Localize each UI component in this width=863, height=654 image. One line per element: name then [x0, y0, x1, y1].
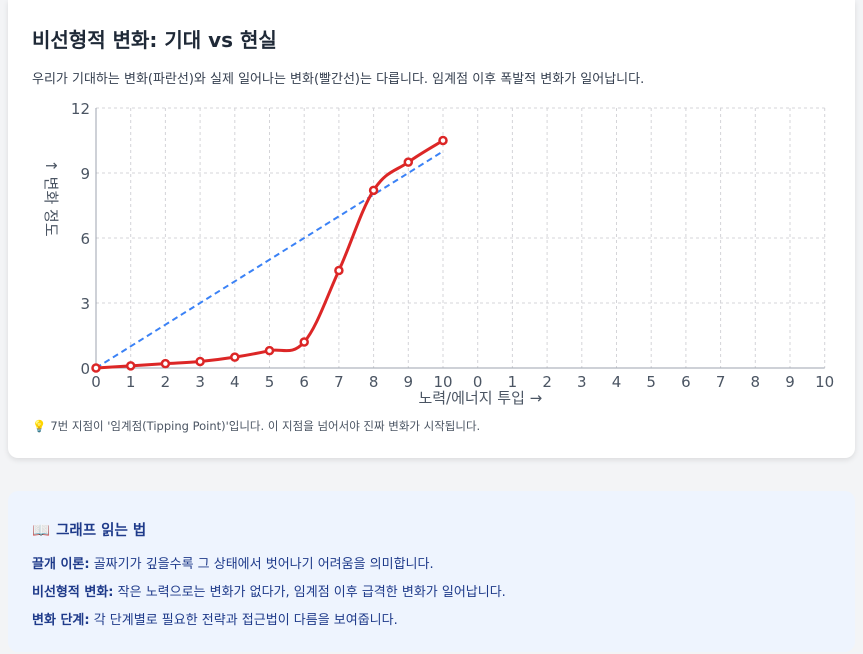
guide-desc: 작은 노력으로는 변화가 없다가, 임계점 이후 급격한 변화가 일어납니다.	[117, 585, 506, 600]
open-book-icon: 📖	[32, 523, 51, 539]
y-tick-label: 3	[80, 295, 90, 313]
x-tick-label: 10	[433, 373, 452, 391]
x-tick-label: 6	[681, 373, 691, 391]
guide-term: 비선형적 변화:	[32, 585, 114, 600]
guide-desc: 각 단계별로 필요한 전략과 접근법이 다름을 보여줍니다.	[93, 613, 398, 628]
actual-change-point	[160, 358, 171, 369]
actual-change-point	[299, 337, 309, 347]
x-tick-label: 1	[508, 373, 518, 391]
guide-desc: 골짜기가 깊을수록 그 상태에서 벗어나기 어려움을 의미합니다.	[93, 557, 434, 572]
actual-change-point	[195, 356, 205, 367]
x-tick-label: 4	[612, 373, 622, 391]
x-tick-label: 6	[299, 373, 309, 391]
actual-change-point	[403, 157, 414, 167]
actual-change-point	[438, 135, 448, 146]
tipping-point-note: 💡 7번 지점이 '임계점(Tipping Point)'입니다. 이 지점을 넘…	[32, 418, 480, 434]
guide-term: 변화 단계:	[32, 613, 90, 628]
actual-change-point	[230, 352, 240, 362]
chart-card: 비선형적 변화: 기대 vs 현실 우리가 기대하는 변화(파란선)와 실제 일…	[8, 0, 855, 458]
y-tick-label: 6	[80, 230, 90, 248]
x-tick-label: 3	[195, 373, 205, 391]
page-subtitle: 우리가 기대하는 변화(파란선)와 실제 일어나는 변화(빨간선)는 다릅니다.…	[32, 72, 645, 87]
page-title: 비선형적 변화: 기대 vs 현실	[32, 28, 277, 52]
guide-item-attractor: 끌개 이론: 골짜기가 깊을수록 그 상태에서 벗어나기 어려움을 의미합니다.	[32, 553, 434, 572]
actual-change-point	[91, 363, 101, 373]
y-axis-label: ↑ 변화 정도	[42, 159, 60, 237]
x-tick-label: 8	[369, 373, 379, 391]
guide-title-text: 그래프 읽는 법	[56, 523, 147, 539]
y-tick-label: 9	[80, 165, 90, 183]
x-tick-label: 5	[265, 373, 275, 391]
actual-change-point	[368, 185, 379, 196]
x-axis-label: 노력/에너지 투입 →	[418, 389, 542, 407]
note-text: 7번 지점이 '임계점(Tipping Point)'입니다. 이 지점을 넘어…	[50, 419, 481, 433]
x-tick-label: 10	[815, 373, 834, 391]
x-tick-label: 2	[542, 373, 552, 391]
x-tick-label: 0	[91, 373, 101, 391]
guide-term: 끌개 이론:	[32, 557, 90, 572]
guide-item-nonlinear: 비선형적 변화: 작은 노력으로는 변화가 없다가, 임계점 이후 급격한 변화…	[32, 581, 506, 600]
x-tick-label: 2	[161, 373, 171, 391]
actual-change-point	[334, 265, 344, 276]
x-tick-label: 1	[126, 373, 136, 391]
actual-change-point	[264, 345, 275, 356]
x-tick-label: 7	[716, 373, 726, 391]
expected-change-line	[95, 150, 444, 369]
x-tick-label: 9	[785, 373, 795, 391]
reading-guide: 📖 그래프 읽는 법 끌개 이론: 골짜기가 깊을수록 그 상태에서 벗어나기 어…	[8, 491, 855, 652]
guide-item-stages: 변화 단계: 각 단계별로 필요한 전략과 접근법이 다름을 보여줍니다.	[32, 609, 398, 628]
y-tick-label: 12	[71, 100, 90, 118]
x-tick-label: 0	[473, 373, 483, 391]
x-tick-label: 4	[230, 373, 240, 391]
x-tick-label: 8	[751, 373, 761, 391]
x-tick-label: 9	[404, 373, 414, 391]
guide-title: 📖 그래프 읽는 법	[32, 519, 146, 540]
x-tick-label: 5	[646, 373, 656, 391]
x-tick-label: 7	[334, 373, 344, 391]
y-tick-label: 0	[80, 360, 90, 378]
lightbulb-icon: 💡	[32, 419, 47, 433]
actual-change-point	[125, 361, 136, 371]
x-tick-label: 3	[577, 373, 587, 391]
